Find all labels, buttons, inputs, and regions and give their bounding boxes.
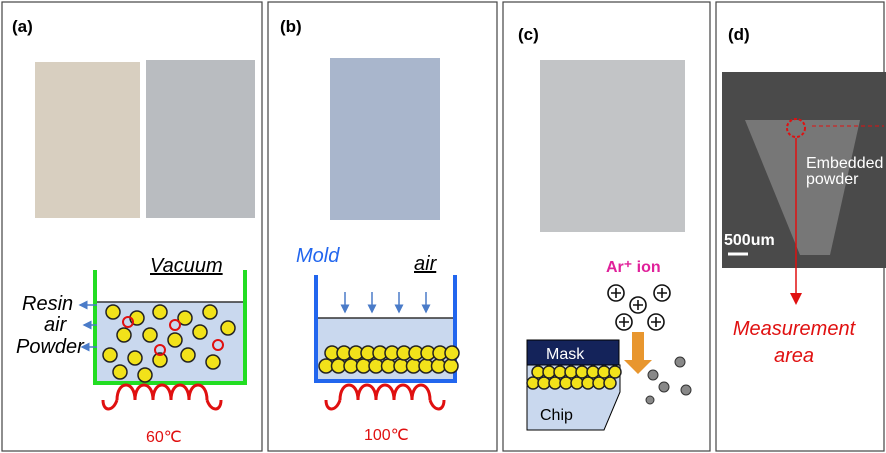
embedded-label: powder — [806, 171, 859, 188]
scale-label: 500um — [724, 232, 775, 249]
powder-particle — [206, 355, 220, 369]
powder-particle — [582, 377, 594, 389]
powder-particle — [538, 377, 550, 389]
figure: (a) Vacuum Resin air Powder 60℃ (b) Mold… — [0, 0, 886, 453]
vacuum: Vacuum — [150, 255, 223, 277]
ion-beam — [624, 332, 652, 374]
powder-particle — [203, 305, 217, 319]
powder-particle — [543, 366, 555, 378]
chip-label: Chip — [540, 407, 573, 424]
embedded-label: Embedded — [806, 155, 883, 172]
powder-particle — [153, 305, 167, 319]
photo — [35, 62, 140, 218]
powder-particle — [143, 328, 157, 342]
photo — [540, 60, 685, 232]
powder-particle — [549, 377, 561, 389]
ion-label: Ar⁺ ion — [606, 259, 661, 276]
powder-particle — [193, 325, 207, 339]
panel-label: (a) — [12, 17, 33, 36]
powder-particle — [527, 377, 539, 389]
powder-particle — [181, 348, 195, 362]
powder-particle — [444, 359, 458, 373]
resin-label: Resin — [22, 293, 73, 315]
powder-particle — [560, 377, 572, 389]
measurement-label: Measurement — [733, 318, 857, 340]
powder-particle — [113, 365, 127, 379]
powder-particle — [103, 348, 117, 362]
air-label: air — [44, 314, 68, 336]
photo — [330, 58, 440, 220]
powder-particle — [598, 366, 610, 378]
powder-particle — [576, 366, 588, 378]
panel-label: (b) — [280, 17, 302, 36]
powder-particle — [221, 321, 235, 335]
panel-label: (c) — [518, 25, 539, 44]
powder-particle — [117, 328, 131, 342]
powder-label: Powder — [16, 336, 85, 358]
measurement-label: area — [774, 345, 814, 367]
photo — [146, 60, 255, 218]
powder-particle — [604, 377, 616, 389]
air-label: air — [414, 253, 438, 275]
powder-particle — [554, 366, 566, 378]
powder-particle — [609, 366, 621, 378]
powder-particle — [587, 366, 599, 378]
powder-particle — [571, 377, 583, 389]
mask-label: Mask — [546, 346, 585, 363]
temperature: 100℃ — [364, 427, 409, 444]
powder-particle — [593, 377, 605, 389]
powder-particle — [445, 346, 459, 360]
panel-label: (d) — [728, 25, 750, 44]
powder-particle — [565, 366, 577, 378]
temperature: 60℃ — [146, 429, 182, 446]
powder-particle — [128, 351, 142, 365]
powder-particle — [168, 333, 182, 347]
powder-particle — [106, 305, 120, 319]
mold-label: Mold — [296, 245, 340, 267]
powder-particle — [532, 366, 544, 378]
powder-particle — [138, 368, 152, 382]
